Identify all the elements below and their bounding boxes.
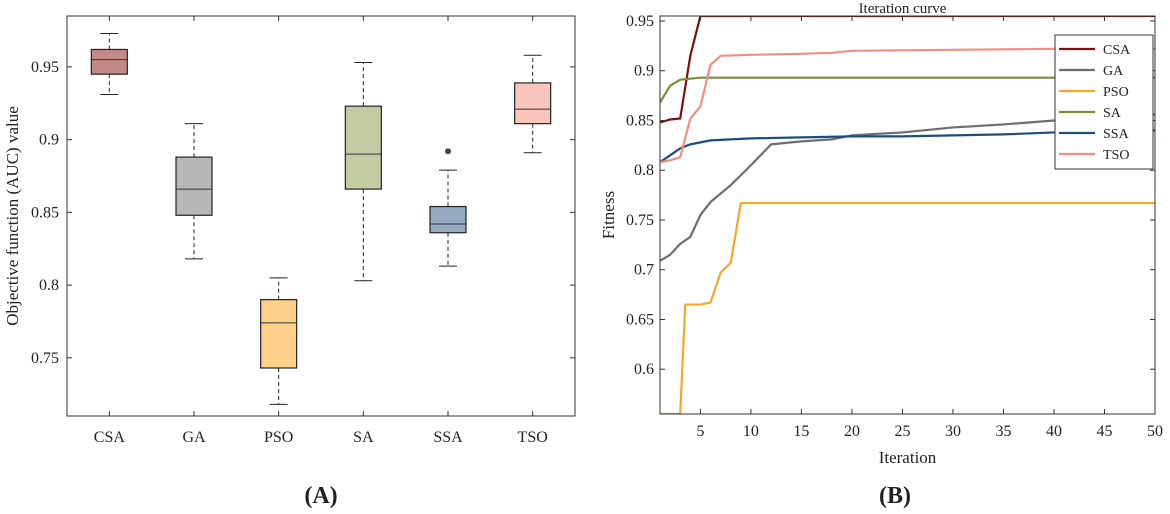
x-tick-label: PSO	[264, 429, 293, 446]
box-ga	[175, 123, 213, 260]
y-tick-label: 0.6	[634, 361, 654, 378]
x-tick-label: 15	[793, 423, 809, 440]
box-iqr	[260, 299, 298, 369]
box-iqr	[514, 82, 552, 125]
box-iqr	[90, 48, 128, 75]
y-tick-label: 0.85	[31, 204, 59, 221]
x-tick-label: 30	[945, 423, 961, 440]
legend-item: TSO	[1059, 148, 1129, 163]
box-pso	[260, 277, 298, 405]
panel-label-a: (A)	[304, 483, 337, 509]
box-sa	[344, 62, 382, 282]
legend: CSA GA PSO SA SSA TSO	[1054, 34, 1154, 170]
x-tick-label: SA	[353, 429, 374, 446]
box-iqr	[175, 156, 213, 216]
box-tso	[514, 54, 552, 154]
legend-label: TSO	[1103, 148, 1129, 163]
legend-box	[1054, 34, 1154, 170]
y-tick-label: 0.85	[626, 112, 654, 129]
series-line-tso	[660, 47, 1155, 164]
y-axis-title: Fitness	[599, 191, 618, 239]
plot-frame	[659, 15, 1156, 415]
y-tick-label: 0.7	[634, 262, 654, 279]
y-tick-label: 0.8	[634, 162, 654, 179]
x-tick-label: 10	[743, 423, 759, 440]
y-tick-label: 0.75	[31, 350, 59, 367]
series-line-pso	[660, 201, 1155, 414]
x-tick-label: 35	[995, 423, 1011, 440]
legend-item: SA	[1059, 106, 1122, 121]
series-line-ga	[660, 113, 1155, 262]
y-tick-label: 0.75	[626, 212, 654, 229]
legend-item: PSO	[1059, 85, 1129, 100]
box-ssa	[429, 148, 467, 267]
box-iqr	[344, 105, 382, 190]
x-tick-label: SSA	[433, 429, 463, 446]
legend-label: PSO	[1103, 85, 1129, 100]
x-tick-label: 5	[696, 423, 704, 440]
y-tick-label: 0.95	[626, 13, 654, 30]
x-tick-label: CSA	[94, 429, 126, 446]
legend-item: SSA	[1059, 127, 1130, 142]
x-tick-label: 20	[844, 423, 860, 440]
y-tick-label: 0.65	[626, 311, 654, 328]
legend-item: CSA	[1059, 43, 1131, 58]
panel-a-boxplot: 0.75 0.8 0.85 0.9 0.95 CSA GA PSO SA SSA TSO Object…	[3, 15, 576, 509]
outlier-point	[445, 148, 451, 155]
y-tick-label: 0.95	[31, 59, 59, 76]
plot-frame	[66, 15, 576, 417]
x-tick-label: 40	[1046, 423, 1062, 440]
x-tick-label: 45	[1096, 423, 1112, 440]
x-tick-label: GA	[182, 429, 206, 446]
y-tick-label: 0.9	[39, 132, 59, 149]
chart-title: Iteration curve	[859, 1, 947, 17]
box-csa	[90, 32, 128, 96]
legend-label: CSA	[1103, 43, 1131, 58]
x-axis-title: Iteration	[879, 448, 937, 467]
x-tick-label: 50	[1147, 423, 1163, 440]
legend-label: SSA	[1103, 127, 1130, 142]
series-line-csa	[660, 16, 1155, 124]
y-tick-label: 0.8	[39, 277, 59, 294]
series-line-sa	[660, 76, 1155, 104]
legend-item: GA	[1059, 64, 1124, 79]
legend-label: SA	[1103, 106, 1122, 121]
panel-b-line-chart: 0.6 0.65 0.7 0.75 0.8 0.85 0.9 0.95 5 10 15 20 25 30 3…	[599, 1, 1163, 509]
legend-label: GA	[1103, 64, 1124, 79]
x-tick-label: 25	[894, 423, 910, 440]
panel-label-b: (B)	[879, 483, 911, 509]
y-axis-title: Objective function (AUC) value	[3, 106, 22, 326]
x-tick-label: TSO	[518, 429, 548, 446]
y-tick-label: 0.9	[634, 63, 654, 80]
box-iqr	[429, 205, 467, 234]
